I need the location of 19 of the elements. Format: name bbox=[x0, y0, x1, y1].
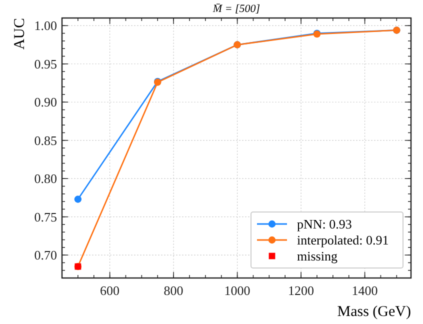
y-tick-label: 1.00 bbox=[34, 18, 57, 34]
y-tick-label: 0.70 bbox=[34, 248, 57, 263]
y-tick-label: 0.75 bbox=[34, 209, 57, 224]
legend-label: interpolated: 0.91 bbox=[297, 232, 389, 248]
y-tick-label: 0.85 bbox=[34, 132, 57, 148]
x-tick-label: 1200 bbox=[288, 283, 314, 298]
chart-title: M̄ = [500] bbox=[212, 3, 260, 15]
x-tick-label: 1400 bbox=[352, 283, 378, 298]
legend-label: missing bbox=[297, 248, 338, 264]
x-tick-label: 600 bbox=[100, 283, 120, 298]
x-tick-label: 1000 bbox=[224, 283, 250, 298]
y-axis-title: AUC bbox=[12, 18, 28, 50]
y-tick-label: 0.90 bbox=[34, 94, 57, 110]
y-tick-label: 0.80 bbox=[34, 171, 57, 186]
x-axis-title: Mass (GeV) bbox=[337, 304, 412, 320]
y-tick-label: 0.95 bbox=[34, 56, 57, 72]
legend-label: pNN: 0.93 bbox=[297, 216, 352, 232]
point bbox=[74, 196, 82, 203]
x-tick-label: 800 bbox=[164, 283, 184, 298]
